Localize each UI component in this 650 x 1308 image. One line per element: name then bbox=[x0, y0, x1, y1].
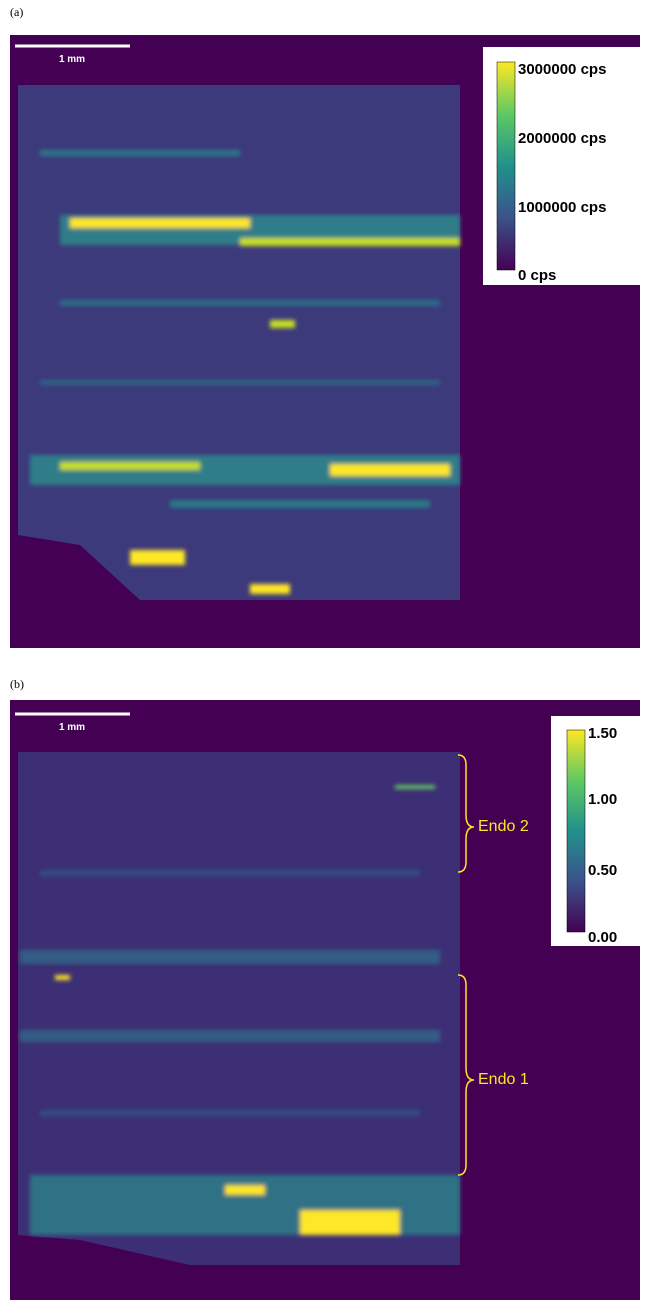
brace bbox=[457, 754, 475, 873]
colorbar-tick-label: 0.50 bbox=[588, 862, 617, 879]
colorbar-tick-label: 1.50 bbox=[588, 725, 617, 742]
colorbar-box bbox=[551, 716, 640, 946]
colorbar-tick-label: 1.00 bbox=[588, 791, 617, 808]
panel-label: (b) bbox=[10, 677, 24, 691]
colorbar bbox=[566, 729, 586, 933]
panel-label: (a) bbox=[10, 5, 23, 19]
colorbar bbox=[496, 61, 516, 271]
colorbar-tick-label: 2000000 cps bbox=[518, 130, 606, 147]
scale-bar-label: 1 mm bbox=[59, 54, 85, 65]
annotation: Endo 2 bbox=[478, 818, 529, 835]
colorbar-tick-label: 0.00 bbox=[588, 929, 617, 946]
brace bbox=[457, 974, 475, 1176]
heatmap-streaks bbox=[20, 785, 460, 1235]
scale-bar-label: 1 mm bbox=[59, 722, 85, 733]
colorbar-tick-label: 1000000 cps bbox=[518, 199, 606, 216]
heatmap-streaks bbox=[30, 150, 460, 594]
annotation: Endo 1 bbox=[478, 1071, 529, 1088]
tissue-region bbox=[18, 752, 460, 1265]
tissue-region bbox=[18, 85, 460, 600]
colorbar-tick-label: 3000000 cps bbox=[518, 61, 606, 78]
colorbar-tick-label: 0 cps bbox=[518, 267, 556, 284]
